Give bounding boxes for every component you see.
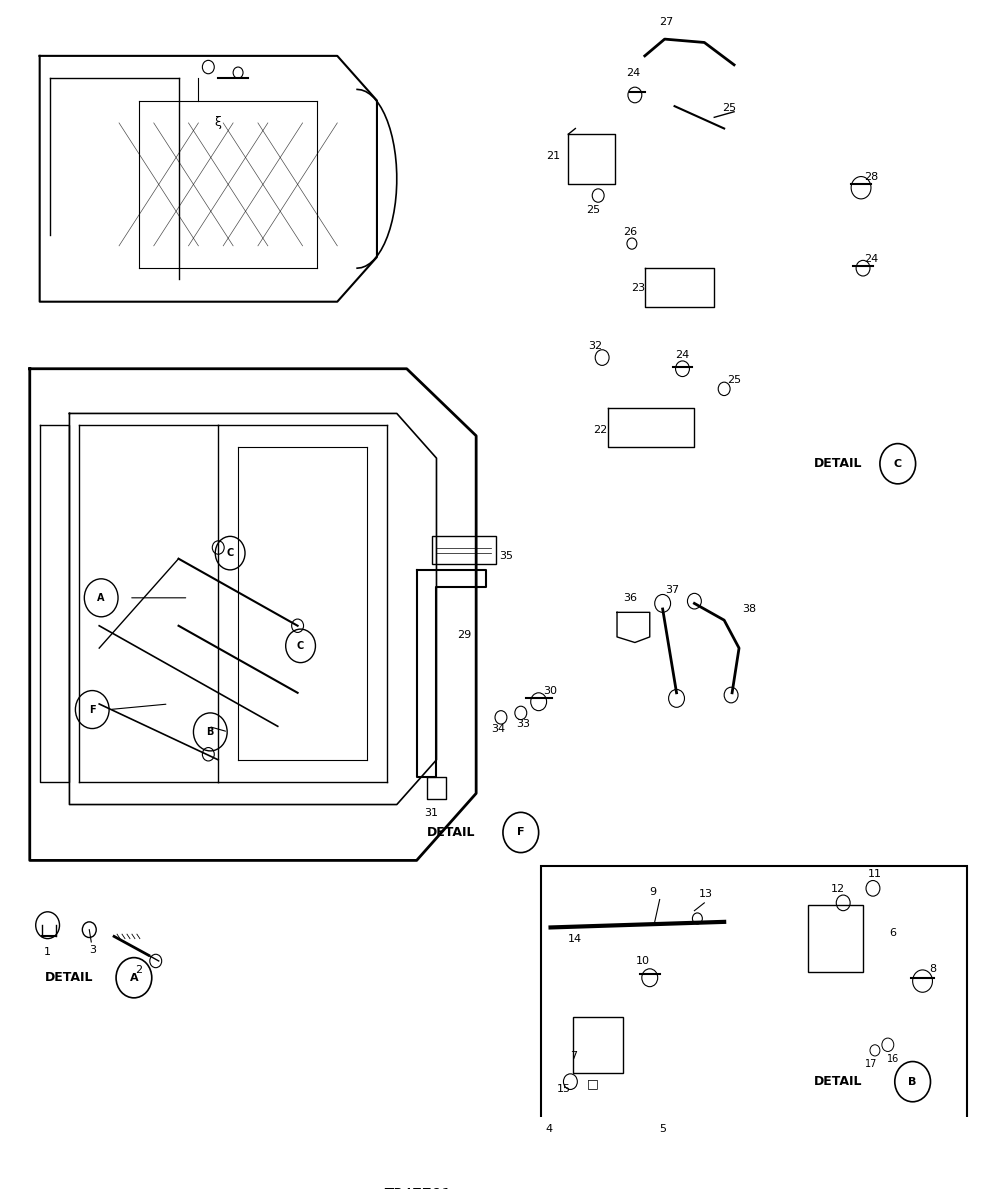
Text: ξ: ξ (214, 117, 222, 130)
Text: F: F (517, 828, 525, 837)
Text: 25: 25 (586, 205, 600, 215)
Bar (573, 1017, 623, 1072)
Text: 1: 1 (44, 946, 52, 957)
Text: 37: 37 (666, 585, 680, 594)
Text: 16: 16 (887, 1055, 899, 1064)
Text: DETAIL: DETAIL (814, 1075, 862, 1088)
Text: 23: 23 (631, 283, 645, 294)
Text: 29: 29 (457, 630, 471, 640)
Bar (808, 905, 863, 973)
Text: 33: 33 (516, 719, 530, 729)
Text: 24: 24 (626, 68, 640, 77)
Text: A: A (130, 973, 138, 983)
Text: 14: 14 (568, 933, 582, 944)
Text: 15: 15 (557, 1084, 570, 1095)
Text: 38: 38 (742, 604, 756, 614)
Text: 31: 31 (425, 809, 438, 818)
Text: 3: 3 (88, 945, 96, 955)
Text: DETAIL: DETAIL (814, 458, 862, 470)
Text: 27: 27 (660, 18, 674, 27)
Text: 13: 13 (699, 889, 713, 899)
Text: A: A (97, 593, 105, 603)
Text: □: □ (587, 1077, 599, 1090)
Bar (541, 866, 967, 1140)
Text: 36: 36 (623, 593, 637, 603)
Bar (432, 536, 496, 565)
Text: 25: 25 (722, 103, 736, 113)
Text: 2: 2 (135, 965, 143, 975)
Text: 22: 22 (593, 426, 607, 435)
Text: 9: 9 (649, 887, 657, 897)
Text: B: B (909, 1077, 917, 1087)
Text: DETAIL: DETAIL (46, 971, 93, 984)
Text: 25: 25 (727, 375, 741, 385)
Text: 35: 35 (499, 552, 513, 561)
Text: 17: 17 (865, 1058, 877, 1069)
Text: C: C (297, 641, 305, 650)
Text: 30: 30 (544, 686, 558, 696)
Text: 8: 8 (929, 964, 936, 974)
Text: 10: 10 (636, 956, 650, 965)
Text: DETAIL: DETAIL (428, 826, 475, 839)
Text: 24: 24 (676, 351, 689, 360)
Text: 7: 7 (569, 1051, 577, 1061)
Text: 11: 11 (868, 869, 882, 879)
Text: 34: 34 (491, 724, 505, 734)
Text: 32: 32 (588, 341, 602, 352)
Text: 24: 24 (864, 254, 878, 264)
Text: 5: 5 (659, 1124, 667, 1133)
Text: C: C (894, 459, 902, 468)
Text: 6: 6 (889, 929, 897, 938)
Text: 12: 12 (831, 885, 845, 894)
Text: C: C (226, 548, 234, 558)
Text: 28: 28 (864, 171, 878, 182)
Text: 4: 4 (545, 1124, 553, 1133)
Text: B: B (206, 726, 214, 737)
Text: F: F (89, 705, 95, 715)
Text: 21: 21 (547, 151, 560, 162)
Text: 26: 26 (623, 227, 637, 238)
